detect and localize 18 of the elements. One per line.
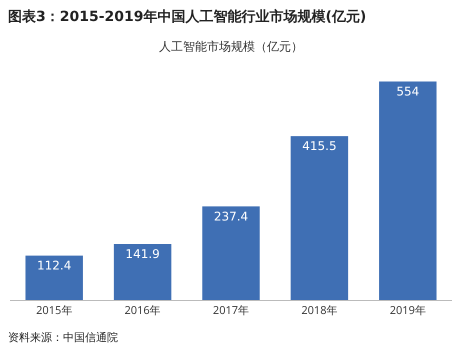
data-label: 141.9	[125, 247, 160, 262]
data-label: 415.5	[302, 139, 337, 154]
bar	[290, 136, 348, 300]
x-tick-label: 2018年	[301, 303, 338, 318]
chart-subtitle: 人工智能市场规模（亿元）	[159, 39, 303, 54]
data-label: 554	[396, 84, 420, 98]
bar	[114, 244, 172, 300]
bar	[379, 82, 437, 300]
bar	[202, 206, 260, 300]
x-tick-label: 2019年	[390, 303, 426, 318]
chart-title: 图表3：2015-2019年中国人工智能行业市场规模(亿元)	[7, 8, 368, 27]
bar	[25, 256, 83, 300]
x-tick-label: 2017年	[212, 303, 250, 318]
text: 资料来源：中国信通院	[7, 330, 119, 345]
x-tick-label: 2016年	[124, 303, 161, 318]
x-tick-label: 2015年	[36, 303, 72, 318]
data-label: 112.4	[37, 258, 72, 273]
data-label: 237.4	[214, 209, 248, 224]
